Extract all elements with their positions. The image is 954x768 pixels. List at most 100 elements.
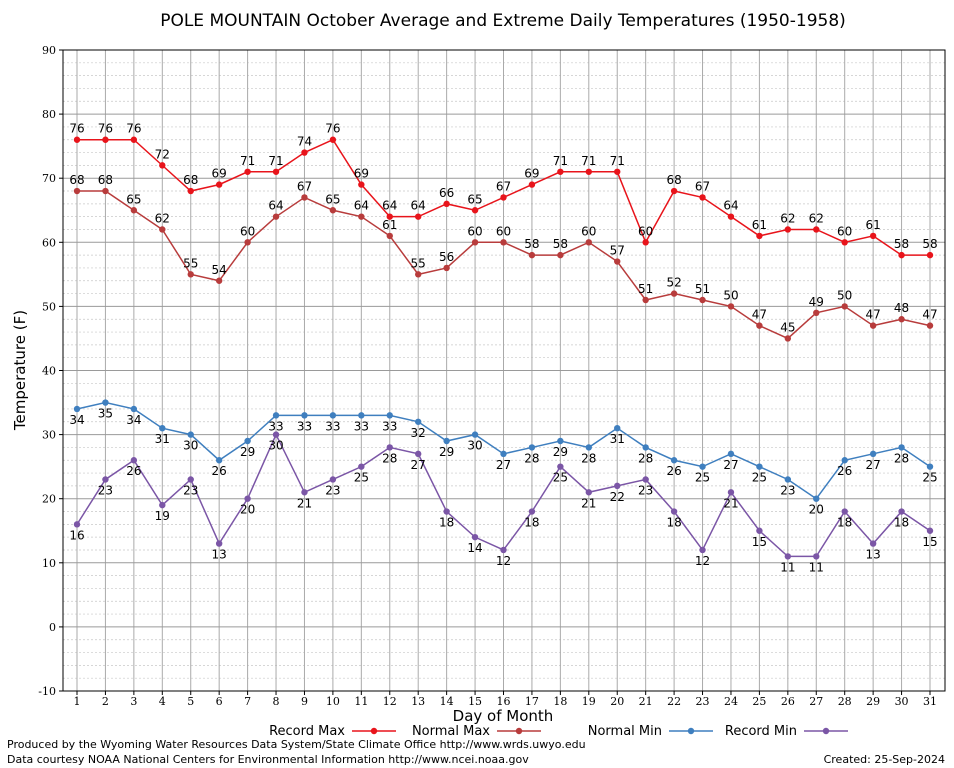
y-tick-label: 70	[42, 172, 56, 185]
footer-producer: Produced by the Wyoming Water Resources …	[7, 738, 586, 751]
record-min-point	[727, 489, 735, 496]
record-max-data-label: 64	[723, 199, 738, 213]
record-max-data-label: 60	[837, 224, 852, 238]
normal-max-data-label: 64	[268, 199, 283, 213]
y-axis-label: Temperature (F)	[11, 310, 29, 431]
normal-min-data-label: 25	[752, 471, 767, 485]
record-max-point	[215, 181, 223, 188]
x-tick-label: 12	[383, 695, 397, 708]
record-min-point	[415, 450, 422, 458]
normal-min-point	[756, 463, 763, 470]
normal-min-point	[869, 450, 877, 458]
y-tick-label: 0	[49, 621, 56, 634]
record-max-point	[784, 226, 792, 233]
normal-max-point	[813, 309, 820, 317]
normal-max-data-label: 61	[382, 218, 397, 232]
x-tick-label: 11	[354, 695, 368, 708]
normal-min-point	[642, 444, 649, 451]
record-max-data-label: 71	[268, 154, 283, 168]
x-tick-label: 28	[838, 695, 852, 708]
normal-min-data-label: 30	[467, 439, 482, 453]
record-max-point	[301, 149, 308, 156]
normal-min-data-label: 26	[837, 464, 852, 478]
record-max-data-label: 62	[780, 211, 795, 225]
normal-max-data-label: 47	[752, 308, 767, 322]
normal-max-point	[841, 303, 848, 310]
record-min-point	[215, 540, 223, 547]
normal-max-data-label: 45	[780, 320, 795, 334]
normal-max-data-label: 51	[695, 282, 710, 296]
footer-created: Created: 25-Sep-2024	[824, 753, 945, 766]
record-min-data-label: 18	[524, 516, 539, 530]
normal-min-point	[784, 476, 792, 483]
record-min-point	[244, 495, 251, 502]
normal-min-data-label: 27	[496, 458, 511, 472]
legend-marker-record-max	[370, 727, 378, 735]
record-min-point	[670, 508, 678, 515]
record-min-point	[557, 463, 564, 470]
record-min-point	[159, 501, 166, 509]
series-group: 76 76 76 72 68 69 71 71 74 76 69 64 64 66 65 67 69 71 71 71…	[69, 122, 937, 575]
y-tick-label: 20	[42, 493, 56, 506]
normal-min-point	[130, 405, 138, 413]
y-tick-label: -10	[38, 685, 56, 698]
x-tick-label: 5	[187, 695, 194, 708]
record-min-point	[642, 476, 649, 483]
record-max-data-label: 72	[155, 147, 170, 161]
normal-max-data-label: 56	[439, 250, 454, 264]
record-min-data-label: 13	[212, 548, 227, 562]
x-tick-label: 26	[781, 695, 795, 708]
record-max-data-label: 58	[922, 237, 937, 251]
record-max-point	[244, 168, 251, 175]
x-tick-label: 3	[130, 695, 137, 708]
normal-max-data-label: 54	[212, 263, 227, 277]
record-max-point	[159, 162, 166, 169]
x-tick-label: 16	[497, 695, 511, 708]
normal-min-data-label: 20	[809, 503, 824, 517]
x-tick-label: 19	[582, 695, 596, 708]
y-tick-label: 60	[42, 236, 56, 249]
x-tick-label: 17	[525, 695, 539, 708]
normal-max-data-label: 50	[723, 288, 738, 302]
record-min-point	[329, 476, 337, 483]
normal-max-point	[130, 207, 138, 214]
normal-min-series: 34 35 34 31 30 26 29 33 33 33 33 33 32 29 30 27 28 29 28 31…	[69, 399, 938, 517]
record-min-data-label: 18	[666, 516, 681, 530]
record-min-point	[102, 476, 109, 483]
normal-min-data-label: 31	[155, 432, 170, 446]
legend-marker-normal-max	[515, 727, 523, 735]
record-max-data-label: 74	[297, 135, 312, 149]
record-min-point	[386, 444, 393, 451]
record-min-data-label: 23	[183, 483, 198, 497]
normal-min-data-label: 33	[268, 419, 283, 433]
normal-max-point	[727, 303, 735, 310]
y-tick-label: 30	[42, 429, 56, 442]
record-min-data-label: 22	[610, 490, 625, 504]
y-tick-label: 90	[42, 44, 56, 57]
record-min-data-label: 18	[894, 516, 909, 530]
x-tick-label: 31	[923, 695, 937, 708]
record-min-data-label: 14	[467, 541, 482, 555]
record-max-data-label: 61	[865, 218, 880, 232]
normal-max-point	[272, 213, 280, 220]
normal-min-data-label: 25	[922, 471, 937, 485]
record-max-data-label: 71	[581, 154, 596, 168]
x-tick-label: 4	[159, 695, 166, 708]
record-max-point	[443, 200, 450, 208]
record-min-data-label: 12	[496, 554, 511, 568]
normal-min-point	[841, 457, 848, 464]
grid	[63, 49, 945, 692]
record-max-point	[329, 136, 337, 143]
record-max-data-label: 58	[894, 237, 909, 251]
record-max-point	[727, 213, 735, 220]
record-min-data-label: 20	[240, 503, 255, 517]
record-max-point	[841, 239, 848, 246]
x-tick-label: 18	[553, 695, 567, 708]
normal-max-data-label: 47	[865, 308, 880, 322]
normal-max-point	[699, 296, 706, 304]
normal-min-point	[699, 463, 706, 470]
normal-min-point	[500, 450, 507, 458]
normal-min-data-label: 30	[183, 439, 198, 453]
